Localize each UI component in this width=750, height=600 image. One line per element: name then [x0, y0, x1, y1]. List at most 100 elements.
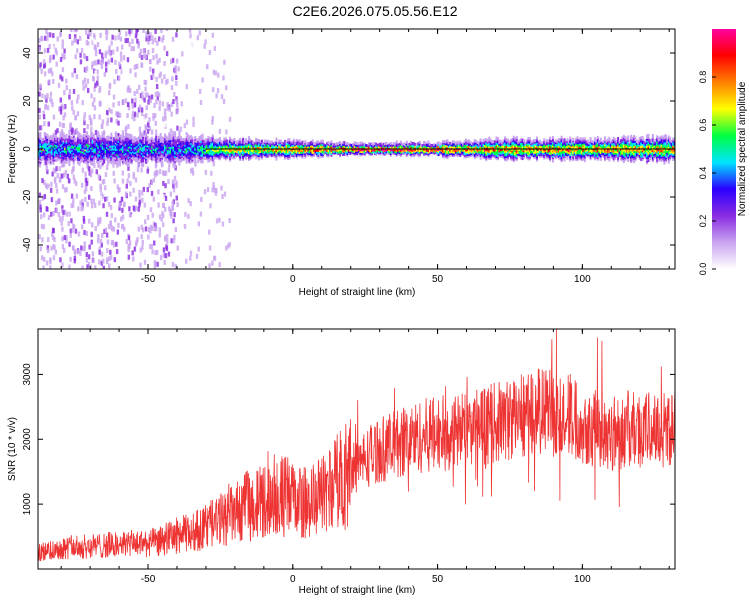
spectrogram-band-cell [282, 143, 285, 147]
spectrogram-band-cell [242, 142, 245, 146]
spectrogram-band-cell [159, 149, 162, 153]
spectrogram-noise-cell [93, 68, 96, 74]
spectrogram-noise-cell [73, 29, 76, 33]
spectrogram-band-cell [121, 149, 124, 153]
spectrogram-band-cell [134, 152, 137, 156]
spectrogram-band-cell [307, 146, 310, 150]
spectrogram-noise-cell [147, 227, 151, 233]
spectrogram-band-cell [116, 151, 119, 155]
spectrogram-band-cell [229, 151, 232, 155]
spectrogram-noise-cell [59, 257, 62, 263]
spectrogram-band-cell [285, 143, 288, 147]
spectrogram-band-cell [48, 143, 51, 147]
spectrogram-band-cell [346, 152, 349, 156]
spectrogram-noise-cell [94, 47, 98, 53]
spectrogram-band-cell [191, 136, 194, 140]
spectrogram-band-cell [45, 148, 48, 152]
spectrogram-noise-cell [144, 125, 148, 131]
spectrogram-noise-cell [166, 58, 169, 64]
spectrogram-band-cell [292, 155, 295, 159]
spectrogram-band-cell [75, 154, 78, 158]
spectrogram-band-cell [324, 149, 327, 153]
spectrogram-band-cell [498, 140, 501, 144]
spectrogram-band-cell [397, 150, 400, 154]
spectrogram-band-cell [439, 143, 442, 147]
spectrogram-noise-cell [81, 202, 84, 208]
spectrogram-band-cell [116, 154, 119, 158]
spectrogram-noise-cell [38, 46, 41, 52]
spectrogram-noise-cell [85, 29, 88, 35]
spectrogram-noise-cell [211, 260, 214, 266]
spectrogram-band-cell [353, 153, 356, 157]
spectrogram-noise-cell [171, 205, 174, 211]
spectrogram-band-cell [165, 135, 168, 139]
spectrogram-band-cell [69, 149, 72, 153]
spectrogram-band-cell [185, 155, 188, 159]
spectrogram-band-cell [201, 145, 204, 149]
spectrogram-band-cell [62, 155, 65, 159]
spectrogram-band-cell [127, 150, 130, 154]
spectrogram-band-cell [98, 138, 101, 142]
spectrogram-band-cell [321, 143, 324, 147]
spectrogram-noise-cell [47, 183, 50, 189]
spectrogram-band-cell [486, 156, 489, 160]
spectrogram-band-cell [166, 151, 169, 155]
spectrogram-band-cell [230, 150, 233, 154]
spectrogram-band-cell [347, 150, 350, 154]
spectrogram-noise-cell [64, 169, 68, 175]
spectrogram-band-cell [207, 136, 210, 140]
spectrogram-band-cell [39, 135, 42, 139]
spectrogram-band-cell [190, 145, 193, 149]
spectrogram-band-cell [378, 148, 381, 152]
spectrogram-noise-cell [152, 68, 155, 74]
spectrogram-band-cell [201, 157, 204, 161]
spectrogram-band-cell [443, 155, 446, 159]
spectrogram-band-cell [153, 152, 156, 156]
spectrogram-band-cell [81, 148, 84, 152]
spectrogram-band-cell [87, 136, 90, 140]
spectrogram-band-cell [140, 148, 143, 152]
spectrogram-band-cell [292, 143, 295, 147]
spectrogram-band-cell [140, 151, 143, 155]
spectrogram-band-cell [488, 155, 491, 159]
spectrogram-band-cell [360, 151, 363, 155]
spectrogram-band-cell [51, 135, 54, 139]
spectrogram-band-cell [74, 145, 77, 149]
spectrogram-noise-cell [148, 126, 152, 132]
spectrogram-noise-cell [132, 187, 135, 193]
spectrogram-band-cell [411, 150, 414, 154]
spectrogram-band-cell [414, 142, 417, 146]
spectrogram-band-cell [452, 150, 455, 154]
spectrogram-noise-cell [142, 53, 145, 59]
spectrogram-band-cell [250, 148, 253, 152]
spectrogram-band-cell [478, 151, 481, 155]
spectrogram-band-cell [203, 143, 206, 147]
spectrogram-band-cell [288, 146, 291, 150]
spectrogram-band-cell [268, 150, 271, 154]
spectrogram-band-cell [101, 139, 104, 143]
spectrogram-band-cell [204, 154, 207, 158]
spectrogram-band-cell [285, 142, 288, 146]
spectrogram-band-cell [66, 147, 69, 151]
spectrogram-band-cell [379, 145, 382, 149]
spectrogram-band-cell [311, 144, 314, 148]
spectrogram-band-cell [165, 137, 168, 141]
spectrogram-band-cell [38, 133, 40, 137]
spectrogram-band-cell [85, 136, 88, 140]
spectrogram-noise-cell [100, 63, 104, 69]
spectrogram-band-cell [168, 157, 171, 161]
spectrogram-band-cell [84, 136, 87, 140]
spectrogram-noise-cell [76, 48, 79, 54]
spectrogram-band-cell [168, 132, 171, 136]
spectrogram-band-cell [223, 149, 226, 153]
spectrogram-band-cell [424, 148, 427, 152]
spectrogram-noise-cell [78, 35, 82, 41]
spectrogram-band-cell [276, 148, 279, 152]
spectrogram-band-cell [410, 142, 413, 146]
spectrogram-noise-cell [131, 198, 135, 204]
spectrogram-band-cell [101, 138, 104, 142]
spectrogram-band-cell [114, 153, 117, 157]
spectrogram-band-cell [104, 151, 107, 155]
spectrogram-band-cell [423, 140, 426, 144]
spectrogram-band-cell [158, 152, 161, 156]
